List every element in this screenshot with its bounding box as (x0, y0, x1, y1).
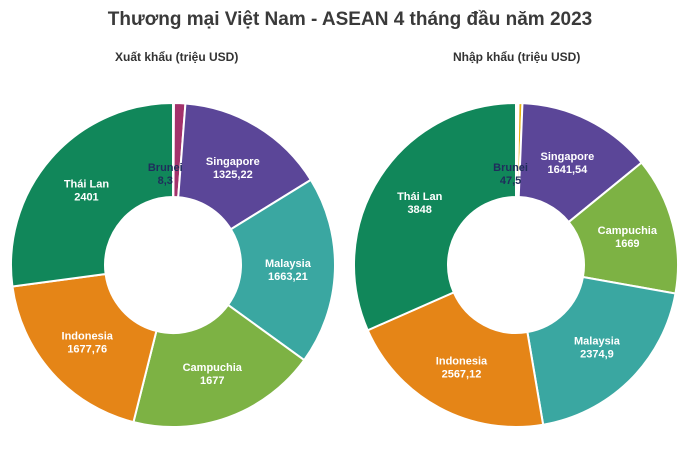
export-slice-thai-lan (10, 101, 174, 288)
import-value-indonesia: 2567,12 (442, 368, 482, 380)
export-label-malaysia: Malaysia (265, 258, 312, 270)
export-chart-title: Xuất khẩu (triệu USD) (115, 50, 239, 64)
import-value-brunei: 47,5 (500, 175, 521, 187)
import-value-thai-lan: 3848 (407, 204, 431, 216)
export-label-indonesia: Indonesia (62, 331, 114, 343)
import-slice-campuchia (567, 161, 679, 295)
export-value-indonesia: 1677,76 (67, 344, 107, 356)
import-label-brunei: Brunei (493, 162, 528, 174)
import-slice-thai-lan (353, 101, 517, 332)
export-label-thai-lan: Thái Lan (64, 178, 110, 190)
export-label-singapore: Singapore (206, 156, 260, 168)
import-slice-indonesia (366, 291, 545, 428)
export-slice-malaysia (226, 178, 336, 362)
export-label-brunei: Brunei (148, 162, 183, 174)
export-slice-campuchia (132, 303, 306, 428)
export-slice-indonesia (11, 272, 158, 424)
import-label-thai-lan: Thái Lan (397, 191, 443, 203)
export-value-brunei: 8,3 (158, 175, 173, 187)
import-value-campuchia: 1669 (615, 238, 639, 250)
export-label-campuchia: Campuchia (183, 362, 243, 374)
export-slice-singapore (177, 102, 313, 231)
import-value-singapore: 1641,54 (548, 164, 589, 176)
import-slice-malaysia (526, 275, 677, 426)
chart-title: Thương mại Việt Nam - ASEAN 4 tháng đầu … (107, 9, 593, 30)
import-label-malaysia: Malaysia (574, 336, 621, 348)
export-value-campuchia: 1677 (200, 375, 224, 387)
import-label-singapore: Singapore (541, 151, 595, 163)
export-value-malaysia: 1663,21 (268, 271, 308, 283)
import-label-campuchia: Campuchia (598, 225, 658, 237)
export-value-singapore: 1325,22 (213, 169, 253, 181)
import-value-malaysia: 2374,9 (580, 349, 614, 361)
import-label-indonesia: Indonesia (436, 355, 488, 367)
import-chart-title: Nhập khẩu (triệu USD) (453, 50, 581, 64)
export-value-thai-lan: 2401 (74, 191, 98, 203)
